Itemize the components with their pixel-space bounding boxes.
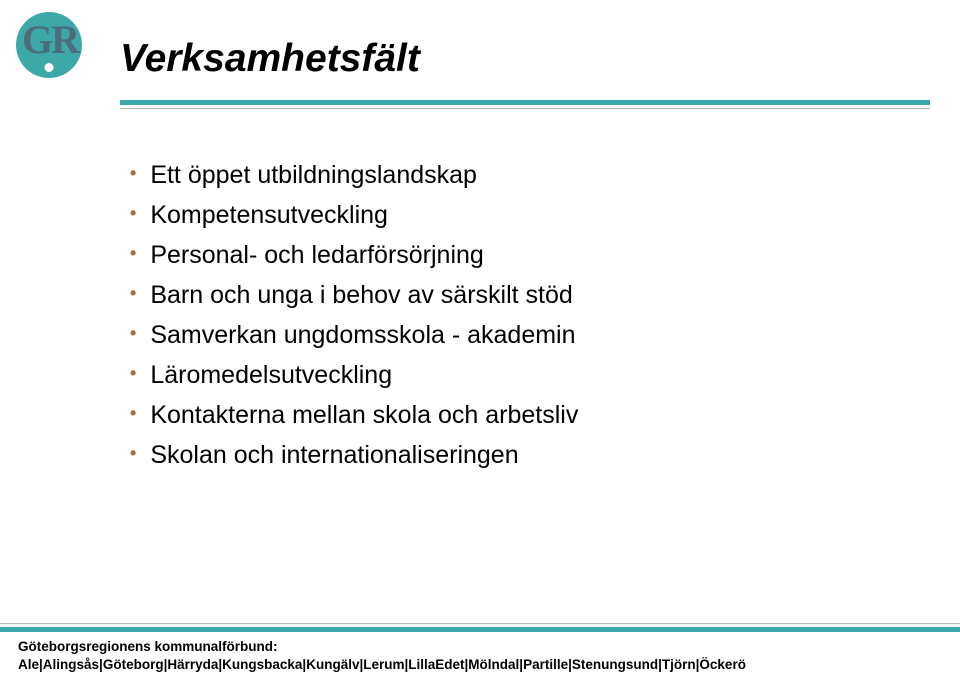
bullet-text: Skolan och internationaliseringen — [150, 435, 900, 475]
bullet-item: • Barn och unga i behov av särskilt stöd — [130, 275, 900, 315]
title-rule-thin — [120, 108, 930, 109]
bullet-marker-icon: • — [130, 319, 136, 348]
bullet-text: Kompetensutveckling — [150, 195, 900, 235]
bullet-item: • Läromedelsutveckling — [130, 355, 900, 395]
bullet-marker-icon: • — [130, 359, 136, 388]
bullet-marker-icon: • — [130, 279, 136, 308]
bullet-marker-icon: • — [130, 399, 136, 428]
bullet-marker-icon: • — [130, 439, 136, 468]
bullet-text: Barn och unga i behov av särskilt stöd — [150, 275, 900, 315]
bullet-text: Personal- och ledarförsörjning — [150, 235, 900, 275]
slide: GR Verksamhetsfält • Ett öppet utbildning… — [0, 0, 960, 686]
bullet-text: Läromedelsutveckling — [150, 355, 900, 395]
bullet-text: Kontakterna mellan skola och arbetsliv — [150, 395, 900, 435]
bullet-item: • Kontakterna mellan skola och arbetsliv — [130, 395, 900, 435]
footer-text: Göteborgsregionens kommunalförbund: Ale|… — [0, 632, 960, 686]
bullet-marker-icon: • — [130, 199, 136, 228]
title-rule-thick — [120, 100, 930, 105]
bullet-list: • Ett öppet utbildningslandskap • Kompetens… — [130, 155, 900, 475]
bullet-text: Samverkan ungdomsskola - akademin — [150, 315, 900, 355]
footer-rule-thin — [0, 623, 960, 624]
bullet-text: Ett öppet utbildningslandskap — [150, 155, 900, 195]
bullet-marker-icon: • — [130, 159, 136, 188]
bullet-item: • Ett öppet utbildningslandskap — [130, 155, 900, 195]
logo-dot — [45, 63, 54, 72]
bullet-item: • Personal- och ledarförsörjning — [130, 235, 900, 275]
logo-letters: GR — [22, 20, 78, 60]
footer-org-name: Göteborgsregionens kommunalförbund: — [18, 638, 942, 656]
bullet-item: • Kompetensutveckling — [130, 195, 900, 235]
bullet-item: • Skolan och internationaliseringen — [130, 435, 900, 475]
slide-title: Verksamhetsfält — [120, 38, 420, 81]
gr-logo: GR — [16, 12, 82, 78]
bullet-item: • Samverkan ungdomsskola - akademin — [130, 315, 900, 355]
slide-footer: Göteborgsregionens kommunalförbund: Ale|… — [0, 623, 960, 686]
bullet-marker-icon: • — [130, 239, 136, 268]
title-rule — [120, 100, 930, 109]
footer-municipalities: Ale|Alingsås|Göteborg|Härryda|Kungsbacka… — [18, 656, 942, 674]
